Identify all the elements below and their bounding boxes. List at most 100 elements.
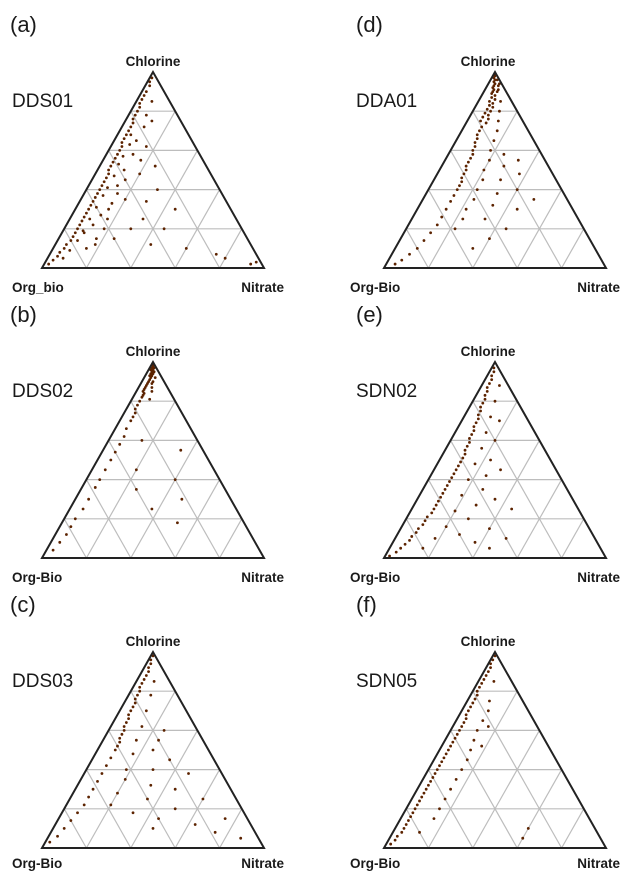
panel-b-top-vertex-label: Chlorine [126,344,181,359]
panel-d-data-point [515,188,519,192]
panel-c-data-point [131,705,135,709]
panel-c-data-point [168,758,172,762]
panel-c-data-point [118,740,122,744]
panel-d-data-point [498,109,501,113]
panel-a-points [47,76,258,266]
panel-b-data-point [150,390,154,393]
panel-b-data-point [51,548,55,552]
panel-c-data-point [151,827,155,830]
panel-d-grid-line [427,189,474,269]
panel-f-data-point [440,760,444,764]
panel-f-grid-line [561,808,585,849]
panel-e-data-point [481,401,485,405]
panel-e-data-point [472,429,476,432]
panel-c-left-vertex-label: Org-Bio [12,856,62,871]
panel-e-data-point [504,537,508,540]
panel-b-data-point [81,507,85,511]
panel-f-data-point [444,752,448,756]
panel-a-data-point [109,164,113,168]
panel-a-data-point [142,94,146,97]
panel-f-data-point [489,666,492,670]
panel-f-data-point [473,697,477,701]
panel-f-data-point [475,689,479,693]
panel-a-data-point [82,215,86,219]
panel-c-top-vertex-label: Chlorine [126,634,181,649]
panel-c-data-point [140,681,144,685]
panel-f-data-point [469,705,472,709]
panel-b-data-point [136,403,139,407]
panel-e-data-point [492,370,496,374]
panel-a-data-point [122,137,126,141]
panel-b-data-point [138,399,142,403]
panel-d-data-point [490,92,494,95]
panel-a-data-point [144,90,148,93]
panel-f-data-point [480,681,484,685]
panel-d-data-point [488,100,491,103]
panel-a-data-point [128,143,132,146]
panel-a-data-point [91,223,95,227]
panel-b-data-point [113,450,117,454]
panel-a-data-point [81,229,85,233]
panel-a-data-point [118,149,122,152]
panel-d-data-point [496,119,500,123]
panel-b-data-point [173,478,177,481]
panel-c-data-point [147,670,150,673]
panel-c-data-point [124,721,128,724]
panel-c-data-point [129,709,133,713]
panel-c-data-point [149,693,153,697]
panel-a-data-point [80,219,84,223]
panel-e-data-point [488,527,491,530]
panel-a-data-point [129,227,133,231]
panel-e-data-point [456,464,460,468]
panel-d-data-point [492,139,496,143]
panel-a-grid [63,110,243,269]
panel-e-data-point [479,409,482,413]
panel-f-data-point [420,795,424,799]
panel-d-data-point [491,105,495,109]
panel-a-data-point [144,145,148,148]
panel-a-data-point [139,158,143,162]
panel-e-data-point [399,546,403,550]
panel-e-data-point [445,484,449,487]
panel-d-data-point [462,172,466,176]
panel-d-data-point [461,217,465,221]
panel-e-data-point [454,468,458,472]
panel-e-data-point [430,511,434,515]
panel-c-data-point [87,795,91,799]
panel-f-data-point [400,830,404,834]
panel-a-data-point [116,152,119,156]
panel-c-letter: (c) [10,592,36,617]
panel-a-grid-line [108,150,176,269]
panel-a-data-point [131,152,135,156]
panel-f-data-point [472,738,476,742]
panel-b-data-point [133,411,137,415]
panel-e-data-point [466,517,470,521]
panel-d-data-point [422,239,426,242]
panel-d-title: DDA01 [356,91,417,112]
panel-e-data-point [444,525,448,529]
panel-a-data-point [112,237,116,241]
panel-f-title: SDN05 [356,671,417,692]
panel-a-data-point [134,139,138,143]
panel-f: (f) SDN05 Chlorine Org-Bio Nitrate [350,592,620,871]
panel-d-data-point [473,141,477,144]
panel-e-data-point [499,468,502,472]
panel-a-data-point [102,180,106,184]
panel-a-data-point [144,113,148,117]
panel-d-data-point [490,96,494,99]
panel-e-data-point [459,460,462,464]
panel-e-grid-line [427,479,474,559]
panel-a-data-point [102,227,106,231]
panel-a-data-point [156,188,159,192]
panel-f-data-point [460,725,464,728]
panel-f-data-point [471,701,475,705]
panel-f-data-point [480,744,484,748]
panel-a-data-point [116,192,119,195]
panel-f-data-point [484,674,488,677]
panel-d-data-point [515,207,519,211]
panel-c-data-point [133,697,137,701]
panel-d: (d) DDA01 Chlorine Org-Bio Nitrate [350,12,620,295]
panel-b-right-vertex-label: Nitrate [241,570,284,585]
panel-f-data-point [482,678,486,681]
panel-d-data-point [488,103,491,107]
